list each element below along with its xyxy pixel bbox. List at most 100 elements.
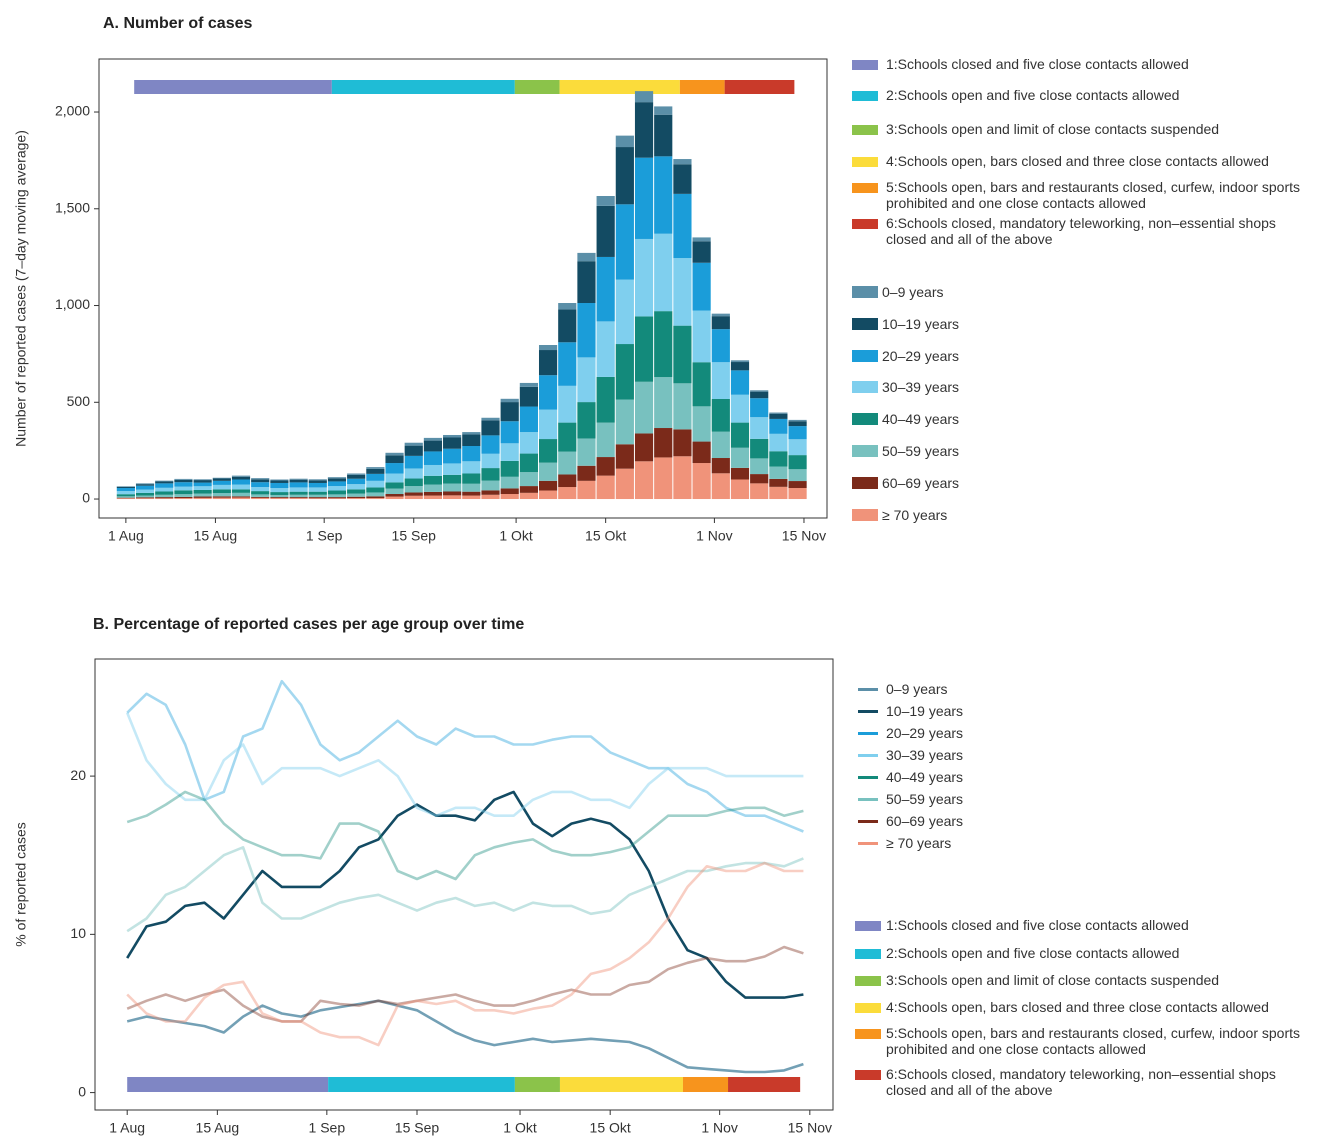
bar-segment xyxy=(174,478,193,480)
bar-segment xyxy=(443,495,462,500)
phase-bar xyxy=(559,80,680,94)
bar-segment xyxy=(519,406,538,433)
bar-segment xyxy=(577,252,596,262)
series-legend-swatch xyxy=(852,286,878,298)
x-tick-label: 1 Nov xyxy=(701,1120,738,1136)
line-series xyxy=(126,999,804,1074)
bar-segment xyxy=(404,442,423,446)
bar-segment xyxy=(673,258,692,326)
bar-segment xyxy=(769,413,788,419)
bar-segment xyxy=(347,478,366,485)
plot-frame xyxy=(94,658,834,1111)
bar-segment xyxy=(750,483,769,500)
bar-segment xyxy=(730,422,750,448)
bar-segment xyxy=(212,478,231,481)
bar-segment xyxy=(769,433,788,452)
series-legend-swatch xyxy=(858,820,878,823)
phase-bar xyxy=(679,80,725,94)
phase-bar xyxy=(724,80,795,94)
bar-segment xyxy=(347,484,366,490)
bar-segment xyxy=(155,483,174,488)
phase-bar xyxy=(514,1077,560,1092)
bar-segment xyxy=(462,483,481,492)
bar-segment xyxy=(116,488,135,492)
bar-segment xyxy=(615,147,634,205)
bar-segment xyxy=(481,494,500,500)
bar-segment xyxy=(538,439,558,463)
bar-segment xyxy=(769,412,788,414)
bar-segment xyxy=(654,114,673,157)
bar-segment xyxy=(270,498,289,500)
line-series xyxy=(126,861,804,1047)
bar-segment xyxy=(577,357,596,403)
bar-segment xyxy=(231,497,251,500)
bar-segment xyxy=(500,494,519,500)
bar-segment xyxy=(500,476,519,489)
bar-segment xyxy=(174,482,193,487)
bar-segment xyxy=(385,488,404,495)
bar-segment xyxy=(634,316,654,382)
bar-segment xyxy=(212,484,231,490)
phase-legend-swatch xyxy=(852,125,878,135)
bar-segment xyxy=(212,496,231,498)
bar-segment xyxy=(212,497,231,500)
line-series xyxy=(125,712,804,817)
chart-title: B. Percentage of reported cases per age … xyxy=(93,616,524,633)
bar-segment xyxy=(251,491,270,495)
bar-segment xyxy=(327,478,347,482)
bar-segment xyxy=(500,421,519,444)
x-tick-label: 15 Aug xyxy=(196,1120,240,1136)
bar-segment xyxy=(750,474,769,484)
bar-segment xyxy=(673,159,692,165)
bar-segment xyxy=(730,360,750,363)
bar-segment xyxy=(423,495,443,500)
bar-segment xyxy=(750,390,769,392)
bar-segment xyxy=(769,451,788,467)
bar-segment xyxy=(634,461,654,500)
phase-bar xyxy=(331,80,515,94)
bar-segment xyxy=(385,496,404,500)
series-legend-label: 0–9 years xyxy=(886,681,948,697)
bar-segment xyxy=(231,489,251,493)
bar-segment xyxy=(558,303,577,310)
series-legend-label: 20–29 years xyxy=(886,725,964,741)
phase-legend-swatch xyxy=(852,219,878,229)
phase-legend-label: 4:Schools open, bars closed and three cl… xyxy=(886,153,1269,169)
line-series xyxy=(126,846,804,933)
bar-segment xyxy=(404,495,423,500)
bar-segment xyxy=(231,484,251,490)
series-legend-swatch xyxy=(858,842,878,845)
series-legend-swatch xyxy=(858,688,878,691)
bar-segment xyxy=(289,491,308,495)
bar-segment xyxy=(270,482,289,489)
bar-segment xyxy=(500,402,519,422)
bar-segment xyxy=(193,489,212,494)
bar-segment xyxy=(231,475,251,477)
bar-segment xyxy=(174,498,193,500)
bar-segment xyxy=(270,494,289,498)
bar-segment xyxy=(692,241,711,263)
x-tick-label: 1 Sep xyxy=(306,528,343,544)
series-legend-label: 40–49 years xyxy=(886,769,964,785)
bar-segment xyxy=(135,485,155,490)
bar-segment xyxy=(615,444,634,469)
phase-legend-label: 2:Schools open and five close contacts a… xyxy=(886,87,1180,103)
bar-segment xyxy=(212,493,231,497)
bar-segment xyxy=(577,303,596,358)
bar-segment xyxy=(634,91,654,103)
bar-segment xyxy=(327,494,347,498)
bar-segment xyxy=(308,498,327,500)
bar-segment xyxy=(519,382,538,387)
series-legend-swatch xyxy=(858,710,878,713)
bar-segment xyxy=(116,494,135,497)
bar-segment xyxy=(135,489,155,493)
x-tick-label: 15 Aug xyxy=(194,528,238,544)
bar-segment xyxy=(558,422,577,452)
series-legend-swatch xyxy=(858,732,878,735)
x-tick-label: 15 Sep xyxy=(395,1120,440,1136)
bar-segment xyxy=(155,481,174,484)
bar-segment xyxy=(711,362,730,399)
bar-segment xyxy=(500,443,519,461)
phase-bar xyxy=(134,80,332,94)
bar-segment xyxy=(519,432,538,454)
